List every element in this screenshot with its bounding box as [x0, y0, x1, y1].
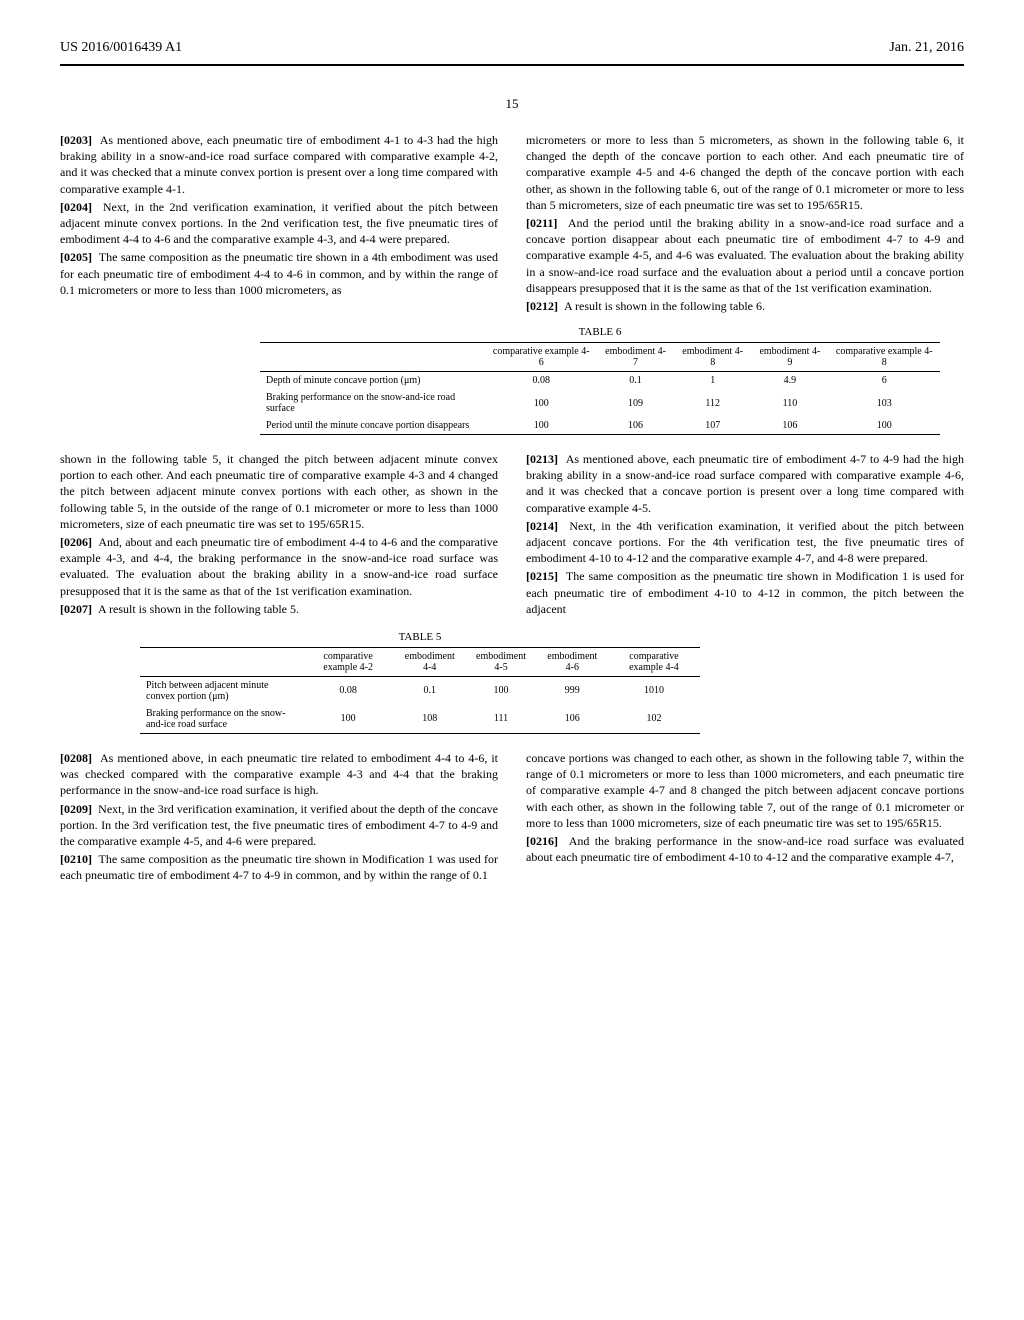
- body-columns-top: [0203] As mentioned above, each pneumati…: [60, 132, 964, 314]
- para-num: [0207]: [60, 602, 92, 616]
- table-6-cell: 106: [597, 417, 674, 435]
- table-6-cell: 100: [828, 417, 940, 435]
- header-rule: [60, 64, 964, 66]
- table-6-header: embodiment 4-8: [674, 343, 751, 372]
- table-5-header: embodiment 4-6: [537, 647, 608, 676]
- table-5-header: [140, 647, 302, 676]
- table-6-cell: 0.08: [485, 372, 596, 390]
- page-number: 15: [60, 96, 964, 112]
- table-5-header: comparative example 4-2: [302, 647, 394, 676]
- table-5-wrapper: TABLE 5 comparative example 4-2 embodime…: [140, 631, 700, 734]
- para-text: The same composition as the pneumatic ti…: [60, 250, 498, 296]
- para-num: [0204]: [60, 200, 92, 214]
- table-5: comparative example 4-2 embodiment 4-4 e…: [140, 647, 700, 734]
- table-6-rowlabel: Braking performance on the snow-and-ice …: [260, 389, 485, 417]
- para-num: [0215]: [526, 569, 558, 583]
- table-5-rowlabel: Braking performance on the snow-and-ice …: [140, 705, 302, 734]
- table-6-cell: 100: [485, 389, 596, 417]
- table-6-header: embodiment 4-9: [751, 343, 828, 372]
- para-text: micrometers or more to less than 5 micro…: [526, 133, 964, 212]
- table-6-cell: 103: [828, 389, 940, 417]
- para-text: concave portions was changed to each oth…: [526, 751, 964, 830]
- publication-header: US 2016/0016439 A1 Jan. 21, 2016: [60, 40, 964, 56]
- table-5-header: embodiment 4-4: [394, 647, 465, 676]
- para-text: A result is shown in the following table…: [564, 299, 765, 313]
- table-6-wrapper: TABLE 6 comparative example 4-6 embodime…: [260, 326, 940, 435]
- table-5-cell: 102: [608, 705, 700, 734]
- para-num: [0214]: [526, 519, 558, 533]
- body-columns-mid: shown in the following table 5, it chang…: [60, 451, 964, 619]
- para-text: And the period until the braking ability…: [526, 216, 964, 295]
- table-5-cell: 100: [465, 676, 536, 705]
- table-6-cell: 0.1: [597, 372, 674, 390]
- table-5-rowlabel: Pitch between adjacent minute convex por…: [140, 676, 302, 705]
- para-num: [0206]: [60, 535, 92, 549]
- publication-number: US 2016/0016439 A1: [60, 40, 182, 56]
- table-5-title: TABLE 5: [140, 631, 700, 643]
- table-5-header: embodiment 4-5: [465, 647, 536, 676]
- table-6-cell: 112: [674, 389, 751, 417]
- publication-date: Jan. 21, 2016: [889, 40, 964, 56]
- para-text: And the braking performance in the snow-…: [526, 834, 964, 864]
- para-num: [0205]: [60, 250, 92, 264]
- para-text: Next, in the 2nd verification examinatio…: [60, 200, 498, 246]
- para-text: shown in the following table 5, it chang…: [60, 452, 498, 531]
- table-5-cell: 106: [537, 705, 608, 734]
- table-5-header: comparative example 4-4: [608, 647, 700, 676]
- table-5-cell: 999: [537, 676, 608, 705]
- table-6-header: comparative example 4-8: [828, 343, 940, 372]
- table-5-cell: 0.08: [302, 676, 394, 705]
- table-6-title: TABLE 6: [260, 326, 940, 338]
- para-num: [0213]: [526, 452, 558, 466]
- table-6-rowlabel: Depth of minute concave portion (μm): [260, 372, 485, 390]
- para-text: Next, in the 3rd verification examinatio…: [60, 802, 498, 848]
- para-num: [0203]: [60, 133, 92, 147]
- para-num: [0208]: [60, 751, 92, 765]
- para-text: Next, in the 4th verification examinatio…: [526, 519, 964, 565]
- table-6-cell: 4.9: [751, 372, 828, 390]
- table-5-cell: 0.1: [394, 676, 465, 705]
- table-6-header: comparative example 4-6: [485, 343, 596, 372]
- para-text: As mentioned above, each pneumatic tire …: [526, 452, 964, 515]
- table-5-cell: 1010: [608, 676, 700, 705]
- table-6-cell: 106: [751, 417, 828, 435]
- table-6: comparative example 4-6 embodiment 4-7 e…: [260, 342, 940, 435]
- para-num: [0212]: [526, 299, 558, 313]
- table-6-cell: 110: [751, 389, 828, 417]
- para-text: As mentioned above, in each pneumatic ti…: [60, 751, 498, 797]
- table-6-header: [260, 343, 485, 372]
- table-6-cell: 107: [674, 417, 751, 435]
- para-num: [0210]: [60, 852, 92, 866]
- para-num: [0211]: [526, 216, 557, 230]
- para-text: And, about and each pneumatic tire of em…: [60, 535, 498, 598]
- table-6-rowlabel: Period until the minute concave portion …: [260, 417, 485, 435]
- para-text: The same composition as the pneumatic ti…: [60, 852, 498, 882]
- para-num: [0209]: [60, 802, 92, 816]
- table-5-cell: 100: [302, 705, 394, 734]
- para-text: As mentioned above, each pneumatic tire …: [60, 133, 498, 196]
- para-num: [0216]: [526, 834, 558, 848]
- body-columns-bottom: [0208] As mentioned above, in each pneum…: [60, 750, 964, 884]
- table-6-cell: 100: [485, 417, 596, 435]
- table-5-cell: 108: [394, 705, 465, 734]
- para-text: The same composition as the pneumatic ti…: [526, 569, 964, 615]
- table-6-cell: 109: [597, 389, 674, 417]
- para-text: A result is shown in the following table…: [98, 602, 299, 616]
- table-6-header: embodiment 4-7: [597, 343, 674, 372]
- table-6-cell: 6: [828, 372, 940, 390]
- table-6-cell: 1: [674, 372, 751, 390]
- table-5-cell: 111: [465, 705, 536, 734]
